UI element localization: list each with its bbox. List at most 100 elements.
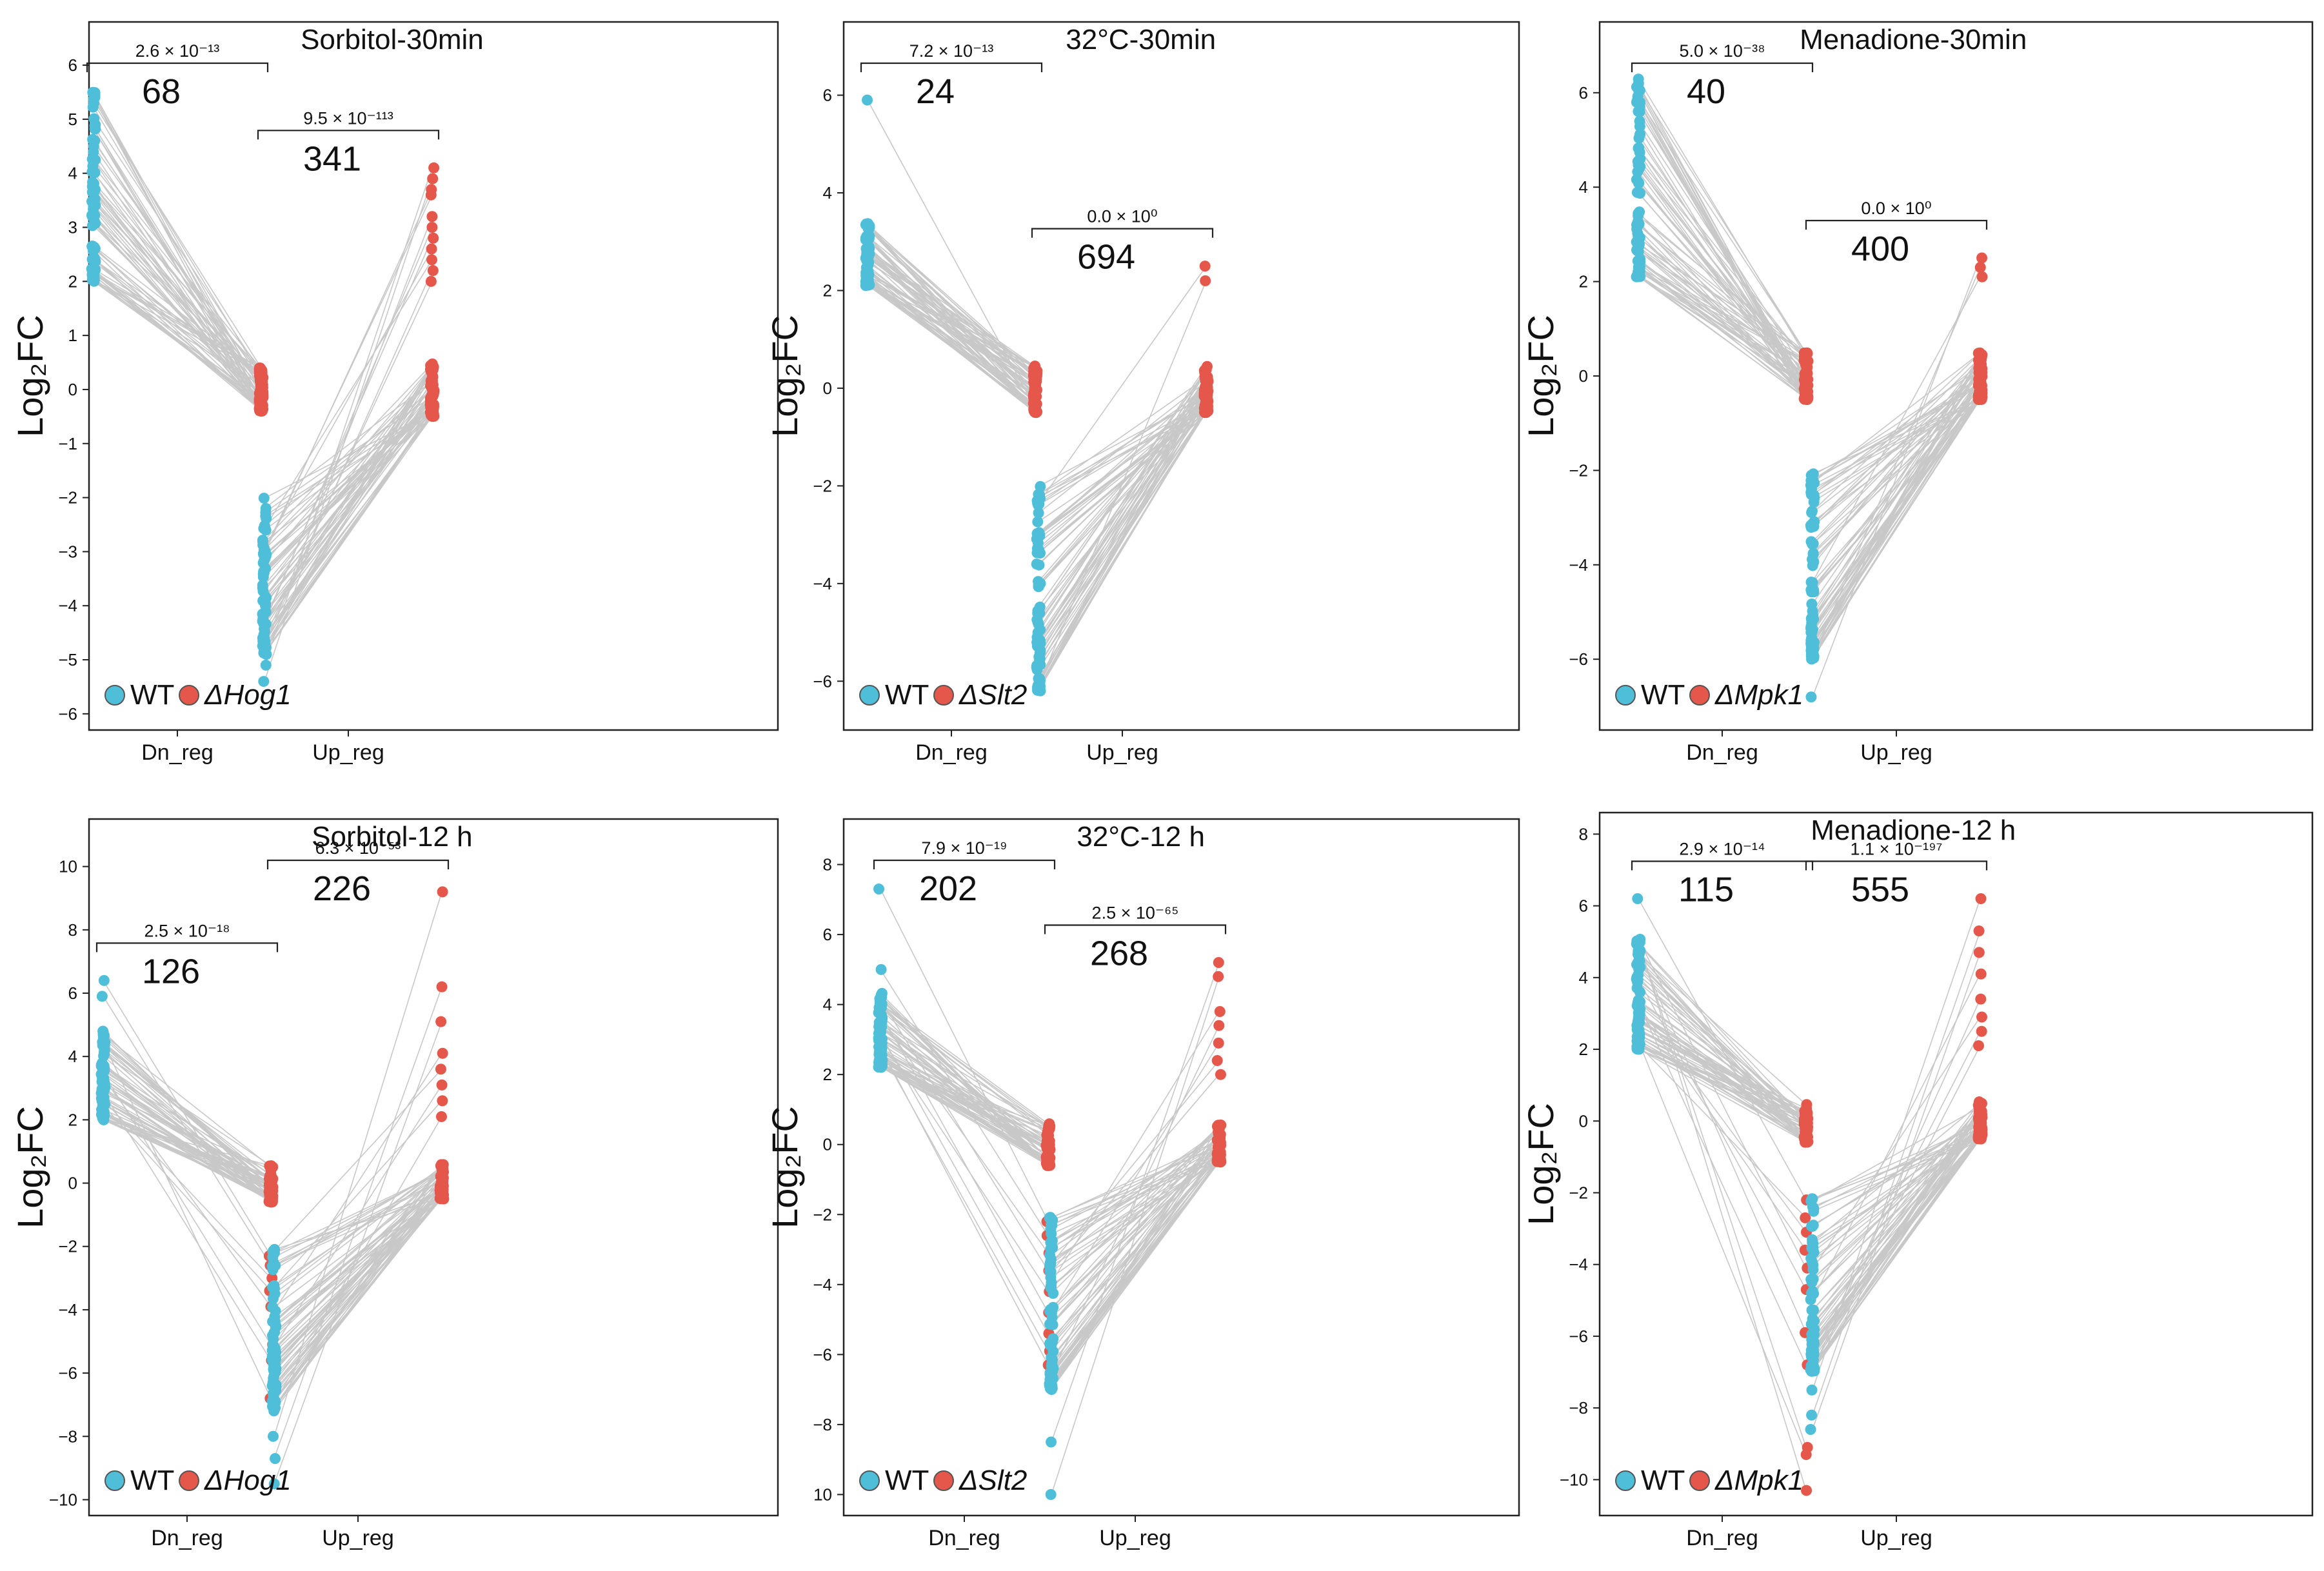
x-category-label: Up_reg	[322, 1526, 394, 1550]
significance-bracket	[873, 859, 1056, 869]
gene-count-label: 555	[1851, 870, 1909, 909]
plot-frame	[88, 818, 779, 1517]
pair-line	[880, 998, 1049, 1271]
pair-line	[880, 1046, 1049, 1366]
pair-line	[880, 1021, 1049, 1127]
panel-3: 6 4 2 0 −2 −4 −6 Log₂FC Dn_reg Up_reg 5.0 × 10⁻³⁸ 4…	[1520, 21, 2314, 765]
wt-point	[270, 1453, 281, 1465]
significance-bracket	[860, 62, 1043, 72]
pair-line	[264, 407, 433, 531]
wt-point	[1046, 1312, 1058, 1323]
pair-line	[103, 1101, 272, 1191]
wt-point	[1634, 987, 1645, 998]
pair-line	[273, 1198, 442, 1370]
pair-line	[103, 1116, 272, 1182]
wt-point	[863, 233, 875, 244]
mutant-point	[1800, 1212, 1811, 1223]
pair-line	[1812, 394, 1981, 555]
wt-point	[98, 1050, 110, 1062]
y-tick-label: −8	[1569, 1398, 1588, 1418]
pair-line	[264, 396, 433, 513]
mutant-point	[1975, 993, 1987, 1005]
pair-line	[867, 237, 1036, 412]
legend-marker	[933, 1470, 954, 1491]
wt-point	[1633, 132, 1645, 144]
wt-point	[862, 94, 873, 106]
y-tick-label: −10	[49, 1490, 77, 1509]
pair-line	[1051, 962, 1220, 1443]
wt-point	[86, 153, 98, 165]
y-tick-label: 3	[68, 218, 77, 237]
wt-point	[258, 676, 270, 687]
wt-point	[873, 1002, 885, 1013]
pair-line	[1812, 354, 1981, 616]
y-tick-label: 4	[68, 164, 77, 183]
p-value-label: 2.5 × 10⁻¹⁸	[144, 921, 230, 940]
mutant-point	[255, 371, 266, 382]
pair-line	[1638, 953, 1807, 1105]
pair-line	[103, 1118, 272, 1196]
pair-line	[1038, 380, 1207, 514]
plot-frame	[842, 21, 1520, 731]
wt-point	[87, 267, 99, 279]
wt-point	[270, 1382, 282, 1394]
mutant-point	[1974, 359, 1985, 370]
pair-line	[264, 237, 433, 622]
pair-line	[273, 1100, 442, 1288]
pair-line	[1051, 1156, 1220, 1380]
significance-bracket	[257, 130, 440, 140]
wt-point	[1807, 1337, 1818, 1349]
wt-point	[268, 1257, 279, 1269]
pair-line	[1638, 243, 1807, 354]
pair-line	[1638, 212, 1807, 400]
wt-point	[1808, 586, 1820, 598]
pair-line	[1638, 950, 1807, 1140]
mutant-point	[267, 1161, 279, 1173]
wt-point	[875, 963, 887, 975]
pair-line	[1051, 1159, 1220, 1225]
significance-bracket	[95, 942, 279, 953]
wt-point	[260, 507, 272, 519]
mutant-point	[1801, 1485, 1813, 1496]
pair-line	[264, 194, 433, 551]
pair-line	[93, 275, 262, 408]
legend-label: ΔSlt2	[958, 679, 1027, 711]
wt-point	[873, 884, 885, 895]
pair-line	[264, 402, 433, 624]
pair-line	[103, 980, 272, 1256]
legend-marker	[179, 1470, 199, 1491]
pair-line	[1638, 213, 1807, 357]
y-tick-label: 6	[823, 86, 832, 105]
legend-label: ΔMpk1	[1714, 679, 1803, 711]
pair-line	[103, 1034, 272, 1168]
mutant-point	[1973, 925, 1985, 937]
pair-line	[867, 279, 1036, 413]
x-category-label: Dn_reg	[928, 1526, 1000, 1550]
pair-line	[1812, 359, 1981, 650]
gene-count-label: 115	[1678, 870, 1734, 909]
y-tick-label: −6	[58, 1363, 77, 1383]
significance-bracket	[86, 62, 269, 72]
y-tick-label: 2	[823, 1065, 832, 1084]
paired-lines-Dn_reg	[880, 889, 1049, 1366]
mutant-point	[1976, 1109, 1988, 1120]
y-tick-label: −4	[58, 1300, 77, 1319]
panel-title: 32°C-12 h	[1077, 821, 1205, 853]
wt-point	[257, 608, 268, 620]
pair-line	[1038, 408, 1207, 540]
points-Up_reg	[257, 162, 440, 687]
wt-point	[862, 259, 874, 271]
pair-line	[1638, 1018, 1807, 1134]
pair-line	[1638, 270, 1807, 383]
significance-bracket	[1044, 924, 1227, 934]
mutant-point	[1214, 1139, 1226, 1151]
pair-line	[1638, 1012, 1807, 1142]
panel-title: Menadione-12 h	[1811, 815, 2016, 846]
wt-point	[99, 1063, 110, 1074]
y-tick-label: −4	[813, 574, 832, 593]
y-tick-label: −6	[1569, 649, 1588, 669]
pair-line	[93, 181, 262, 373]
legend-marker	[859, 685, 880, 706]
wt-point	[257, 539, 269, 551]
mutant-point	[1213, 957, 1224, 969]
